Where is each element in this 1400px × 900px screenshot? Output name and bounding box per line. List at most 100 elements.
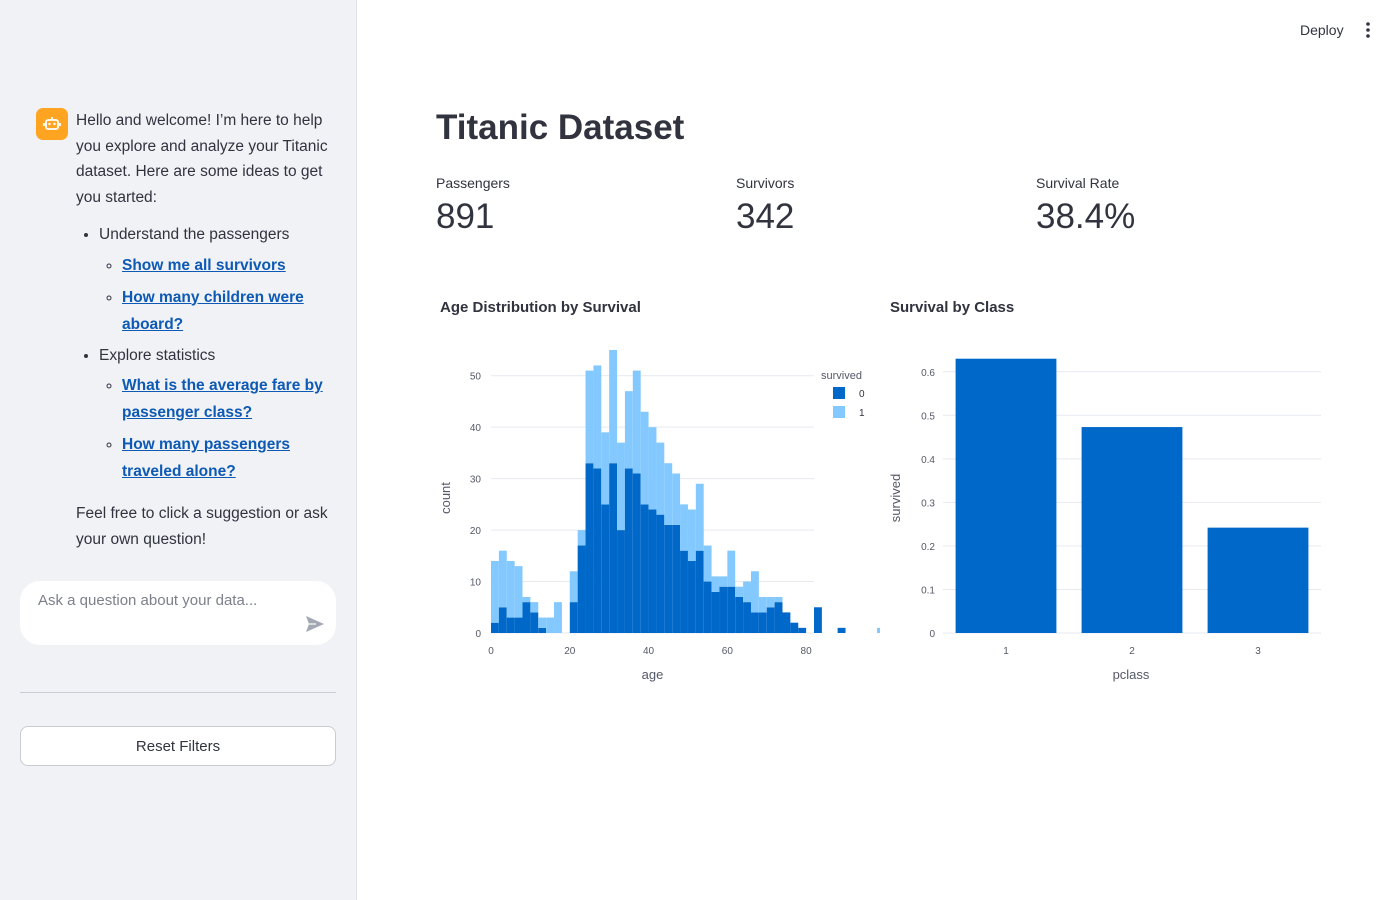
x-tick-label: 20 — [564, 646, 576, 657]
suggestion-link-traveled-alone[interactable]: How many passengers traveled alone? — [122, 436, 290, 480]
bar-survived-0 — [680, 550, 688, 633]
y-tick-label: 0.1 — [921, 585, 935, 596]
bar-survived-0 — [774, 602, 783, 633]
y-tick-label: 40 — [470, 423, 482, 434]
bar-survived-0 — [514, 617, 523, 633]
bar-survived-0 — [735, 596, 744, 633]
metric-label: Survival Rate — [1036, 175, 1120, 191]
bar-survived-1 — [750, 571, 759, 613]
chat-input-box — [20, 581, 336, 645]
suggestion-item: How many children were aboard? — [122, 284, 332, 338]
page-title: Titanic Dataset — [436, 108, 685, 147]
bar-survived-0 — [538, 627, 547, 633]
bar-survived-0 — [664, 524, 673, 633]
bar-survived-0 — [798, 627, 807, 633]
y-tick-label: 20 — [470, 526, 482, 537]
x-tick-label: 2 — [1129, 646, 1135, 657]
suggestion-link-children[interactable]: How many children were aboard? — [122, 288, 304, 333]
reset-filters-button[interactable]: Reset Filters — [20, 726, 336, 766]
bar-survived-1 — [522, 596, 531, 603]
bar-survived-1 — [648, 427, 657, 510]
x-axis-label: age — [642, 667, 664, 682]
bar-survived-1 — [577, 530, 586, 546]
bar-survived-1 — [687, 509, 696, 561]
bar-survived-0 — [530, 612, 539, 633]
metric-label: Survivors — [736, 175, 795, 191]
y-tick-label: 0.2 — [921, 542, 935, 553]
bar-survived-0 — [632, 473, 641, 633]
section-label: Explore statistics — [99, 346, 216, 364]
bar-survived-0 — [648, 509, 657, 633]
bar-survived-1 — [703, 545, 712, 582]
y-tick-label: 0 — [475, 629, 481, 640]
bar-survived-0 — [585, 463, 594, 633]
suggestion-link-survivors[interactable]: Show me all survivors — [122, 256, 286, 274]
assistant-message: Hello and welcome! I’m here to help you … — [76, 108, 332, 552]
bar-survived-0 — [569, 602, 578, 633]
bar-survived-1 — [680, 504, 688, 551]
metric-value: 38.4% — [1036, 197, 1136, 236]
robot-icon — [43, 117, 61, 130]
bar-survived-1 — [640, 411, 649, 505]
bar-survived-1 — [530, 602, 539, 613]
bar-pclass-3 — [1207, 527, 1309, 633]
message-intro: Hello and welcome! I’m here to help you … — [76, 112, 328, 206]
bar-survived-1 — [506, 560, 515, 618]
bar-survived-0 — [719, 586, 728, 633]
bar-survived-0 — [656, 514, 665, 633]
chat-input[interactable] — [36, 591, 300, 610]
section-label: Understand the passengers — [99, 226, 290, 243]
deploy-button[interactable]: Deploy — [1300, 22, 1344, 38]
bar-survived-0 — [727, 586, 736, 633]
suggestion-section: Explore statistics What is the average f… — [99, 343, 332, 486]
suggestion-link-average-fare[interactable]: What is the average fare by passenger cl… — [122, 377, 323, 421]
age-histogram-chart: 0 10 20 30 40 50 0 20 40 60 80 age count survived 0 1 — [438, 350, 880, 682]
bar-survived-1 — [719, 576, 728, 587]
x-axis-label: pclass — [1113, 667, 1150, 682]
class-chart-title: Survival by Class — [890, 299, 1015, 316]
bar-survived-1 — [491, 560, 499, 623]
suggestion-item: How many passengers traveled alone? — [122, 431, 332, 485]
bot-avatar — [36, 108, 68, 140]
bar-survived-1 — [624, 391, 633, 469]
bar-survived-0 — [750, 612, 759, 633]
bar-survived-0 — [672, 524, 681, 633]
bar-survived-1 — [711, 576, 720, 592]
legend-swatch-1 — [833, 406, 845, 418]
suggestion-section: Understand the passengers Show me all su… — [99, 222, 332, 338]
bar-survived-0 — [624, 468, 633, 633]
y-axis-label: count — [438, 482, 453, 514]
bar-survived-1 — [593, 365, 602, 469]
bar-survived-0 — [601, 504, 610, 633]
bar-survived-0 — [814, 607, 822, 633]
more-vertical-icon[interactable] — [1360, 20, 1376, 40]
x-tick-label: 40 — [643, 646, 655, 657]
suggestion-list: Understand the passengers Show me all su… — [76, 222, 332, 485]
bar-survived-0 — [695, 550, 704, 633]
bar-survived-0 — [593, 468, 602, 633]
y-tick-label: 50 — [470, 372, 482, 383]
bar-survived-0 — [758, 612, 767, 633]
x-tick-label: 1 — [1003, 646, 1009, 657]
bar-survived-1 — [672, 473, 681, 525]
bar-survived-0 — [782, 612, 791, 633]
bar-survived-1 — [656, 442, 665, 515]
sidebar: Hello and welcome! I’m here to help you … — [0, 0, 357, 900]
bar-survived-0 — [498, 607, 507, 633]
suggestion-item: Show me all survivors — [122, 252, 332, 279]
bar-survived-1 — [758, 596, 767, 613]
bar-survived-1 — [609, 350, 618, 464]
bar-survived-0 — [766, 607, 775, 633]
metric-label: Passengers — [436, 175, 510, 191]
y-tick-label: 0.6 — [921, 368, 935, 379]
send-icon[interactable] — [304, 613, 326, 635]
bar-survived-0 — [522, 602, 531, 633]
legend-swatch-0 — [833, 387, 845, 399]
legend-label-0: 0 — [859, 389, 865, 400]
bar-survived-0 — [711, 591, 720, 633]
bar-survived-0 — [617, 530, 625, 633]
x-tick-label: 80 — [801, 646, 813, 657]
bar-pclass-2 — [1081, 427, 1183, 633]
x-tick-label: 3 — [1255, 646, 1261, 657]
metric-value: 891 — [436, 197, 495, 236]
